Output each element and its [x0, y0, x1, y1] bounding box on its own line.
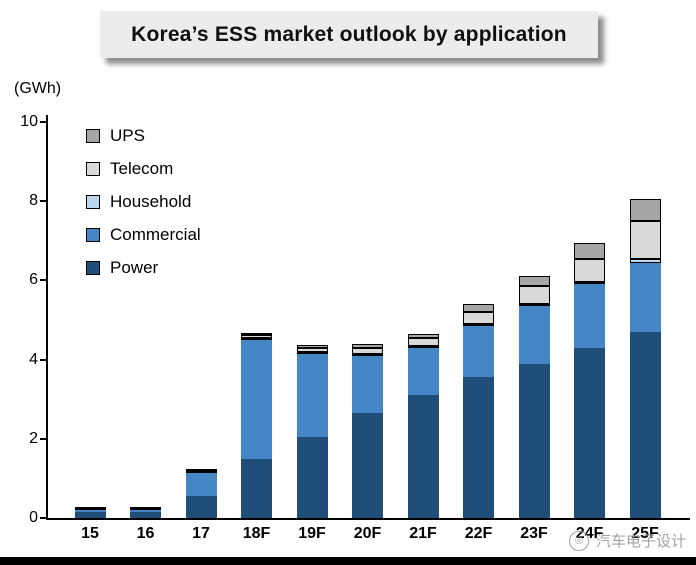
bar-segment: [518, 363, 550, 518]
bar-segment: [130, 512, 161, 518]
page-title: Korea’s ESS market outlook by applicatio…: [100, 11, 598, 58]
bar-segment: [241, 458, 272, 518]
x-tick-label: 23F: [520, 525, 548, 542]
bar-segment: [352, 355, 383, 414]
bar-segment: [463, 377, 494, 518]
bar-segment: [352, 343, 383, 348]
y-tick-label: 0: [29, 509, 38, 526]
legend-swatch: [86, 227, 100, 242]
bar-segment: [241, 339, 272, 459]
bar-segment: [74, 512, 106, 518]
y-tick-label: 2: [29, 429, 38, 447]
bar-segment: [574, 258, 605, 283]
legend-swatch: [86, 161, 100, 176]
bar-segment: [296, 351, 328, 354]
chart-legend: UPS Telecom Household Commercial Power: [86, 119, 201, 284]
y-tick-mark: [40, 437, 47, 440]
bar-segment: [574, 282, 605, 285]
bar-segment: [574, 242, 605, 259]
x-tick-label: 18F: [242, 525, 271, 542]
bar-segment: [518, 286, 550, 305]
legend-label: Household: [110, 191, 192, 211]
bar-segment: [463, 325, 494, 378]
bar-segment: [241, 332, 272, 335]
legend-label: Commercial: [110, 224, 201, 244]
bar-segment: [407, 337, 439, 346]
y-tick-label: 8: [29, 192, 38, 210]
watermark-text: 汽车电子设计: [595, 533, 686, 550]
bar-segment: [407, 347, 439, 396]
bar-segment: [407, 395, 439, 518]
x-tick-label: 22F: [464, 525, 493, 542]
x-tick-label: 17: [192, 525, 210, 542]
bar-segment: [629, 199, 661, 221]
legend-item: Telecom: [86, 152, 201, 185]
bar-segment: [518, 304, 550, 307]
x-tick-label: 21F: [409, 525, 437, 542]
bottom-black-bar: [0, 557, 696, 565]
bar-segment: [629, 331, 661, 518]
bar-segment: [185, 472, 217, 497]
y-tick-mark: [40, 200, 47, 203]
y-tick-label: 6: [29, 271, 38, 289]
x-tick-label: 16: [136, 525, 155, 542]
bar-segment: [629, 221, 661, 259]
bar-segment: [518, 306, 550, 364]
bar-segment: [352, 413, 383, 518]
watermark: ◎ 汽车电子设计: [568, 530, 686, 551]
bar-segment: [518, 276, 550, 287]
legend-swatch: [86, 128, 100, 143]
y-tick-label: 10: [20, 113, 38, 130]
bar-segment: [407, 345, 439, 348]
legend-item: Power: [86, 251, 201, 284]
bar-segment: [629, 258, 661, 263]
y-tick-mark: [40, 517, 47, 519]
x-tick-label: 15: [81, 525, 99, 542]
y-tick-mark: [40, 121, 47, 123]
bar-segment: [74, 507, 106, 510]
x-tick-label: 25F: [631, 525, 659, 542]
legend-swatch: [86, 194, 100, 209]
bar-segment: [241, 334, 272, 338]
bar-segment: [352, 353, 383, 356]
legend-label: Telecom: [110, 158, 174, 178]
bar-segment: [463, 312, 494, 324]
legend-item: Commercial: [86, 218, 201, 251]
bar-segment: [185, 469, 217, 472]
y-tick-mark: [40, 279, 47, 282]
legend-label: Power: [110, 257, 159, 277]
x-tick-label: 20F: [353, 525, 382, 542]
bar-segment: [296, 347, 328, 352]
y-axis-unit-label: (GWh): [14, 80, 62, 97]
x-tick-label: 19F: [298, 525, 326, 542]
plot-area: [46, 115, 690, 520]
bar-segment: [574, 284, 605, 348]
bar-segment: [296, 353, 328, 437]
legend-item: Household: [86, 185, 201, 218]
bar-segment: [463, 304, 494, 313]
legend-item: UPS: [86, 119, 201, 152]
bar-segment: [185, 496, 217, 518]
bar-segment: [629, 262, 661, 332]
legend-label: UPS: [110, 125, 145, 145]
bar-segment: [296, 436, 328, 518]
legend-swatch: [86, 260, 100, 275]
watermark-logo-icon: ◎: [568, 530, 589, 551]
bar-segment: [130, 507, 161, 510]
y-tick-mark: [40, 358, 47, 361]
bar-segment: [296, 344, 328, 348]
y-tick-label: 4: [29, 350, 38, 368]
bar-segment: [241, 337, 272, 340]
bar-segment: [463, 323, 494, 326]
bar-segment: [407, 333, 439, 338]
bar-segment: [574, 347, 605, 518]
bar-segment: [352, 347, 383, 354]
